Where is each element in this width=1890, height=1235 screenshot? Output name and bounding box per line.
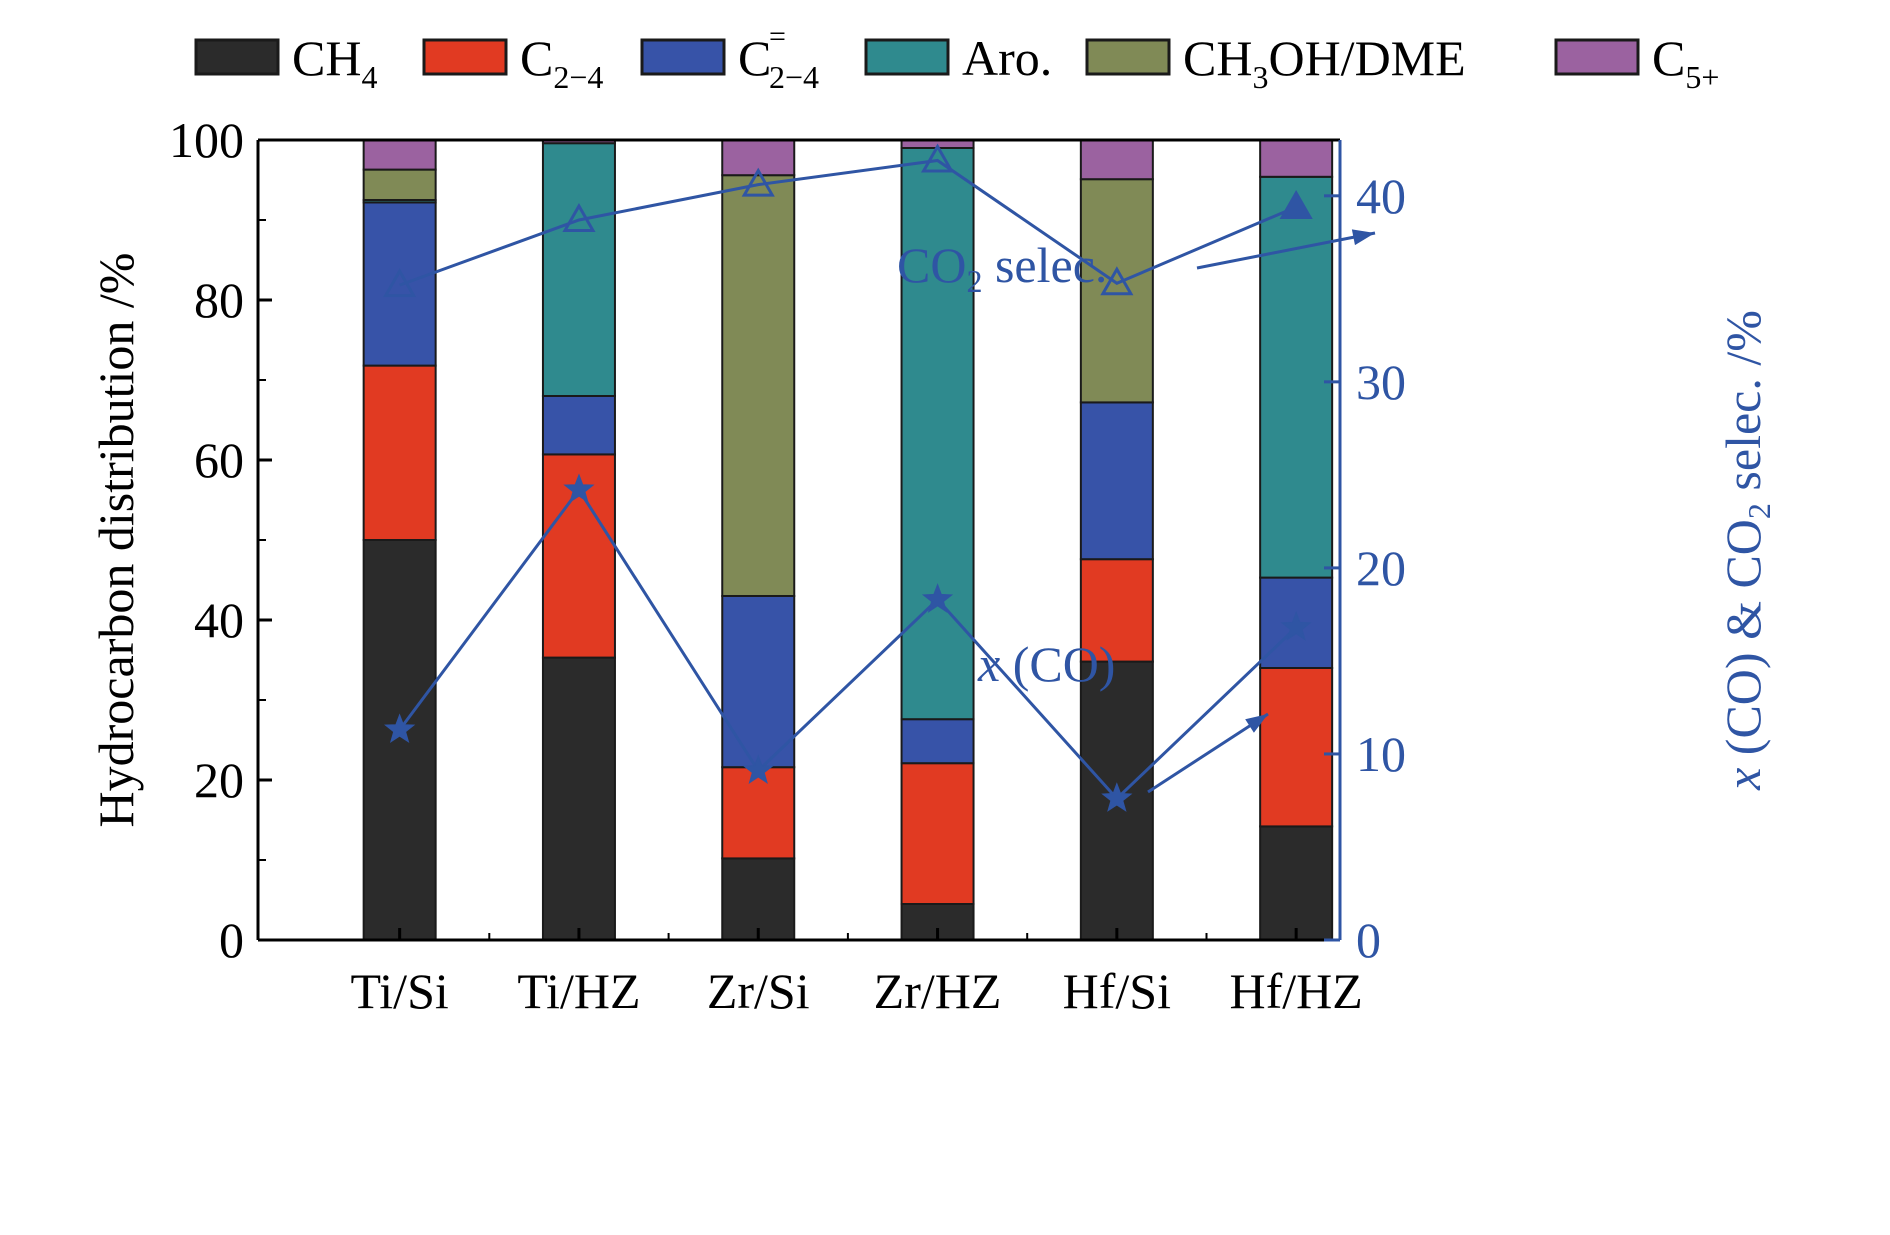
marker-x-co-ti-hz [563, 473, 595, 504]
marker-co2-selec-ti-si [383, 268, 417, 298]
marker-co2-selec-zr-si [741, 167, 775, 197]
x-tick-label: Hf/HZ [1229, 963, 1362, 1019]
x-tick-label: Ti/HZ [517, 963, 640, 1019]
axes: 0 20 40 60 80 100 0 10 20 30 40 Ti/Si Ti/HZ Zr/Si Zr/H… [88, 112, 1777, 1019]
bar-segment-aro--ti-hz [541, 142, 616, 397]
bar-segment-c5--hf-si [1079, 139, 1154, 181]
legend-label-0: CH4 [292, 30, 377, 95]
marker-x-co-hf-hz [1280, 610, 1312, 641]
bar-segment-ch4-ti-hz [541, 656, 616, 941]
x-tick-label: Zr/HZ [874, 963, 1002, 1019]
y-tick-label: 80 [194, 272, 244, 328]
y-axis-label: Hydrocarbon distribution /% [88, 253, 144, 828]
bar-segment-ch3oh-dme-ti-si [362, 168, 437, 202]
bar-segment-ch4-zr-si [721, 857, 796, 942]
annotation-co2-selec: CO2 selec. [897, 237, 1107, 299]
arrow-co2-selec [1196, 231, 1376, 270]
annotations: CO2 selec. x (CO) [897, 229, 1376, 794]
legend-swatch-1 [422, 38, 508, 76]
bar-segment-c-2-4-hf-si [1079, 401, 1154, 561]
legend-swatch-3 [864, 38, 950, 76]
marker-co2-selec-hf-hz [1279, 189, 1313, 219]
x-tick-label: Ti/Si [351, 963, 449, 1019]
arrow-x-co-head [1245, 714, 1268, 733]
bar-segment-c-2-4-ti-hz [541, 395, 616, 456]
legend-label-3: Aro. [962, 30, 1052, 86]
bar-segment-c5--ti-si [362, 139, 437, 171]
x-tick-label: Hf/Si [1063, 963, 1171, 1019]
legend-swatch-4 [1085, 38, 1171, 76]
y2-tick-label: 10 [1356, 726, 1406, 782]
y-tick-label: 60 [194, 432, 244, 488]
legend-label-2: C= 2−4 [738, 20, 819, 95]
bar-segment-ch3oh-dme-zr-si [721, 174, 796, 597]
bar-segment-ch4-hf-hz [1259, 825, 1334, 942]
y-tick-label: 0 [219, 912, 244, 968]
marker-co2-selec-ti-hz [562, 202, 596, 232]
bar-segment-ch4-ti-si [362, 539, 437, 941]
y2-tick-label: 30 [1356, 354, 1406, 410]
legend-label-4: CH3OH/DME [1183, 30, 1466, 95]
legend-label-1: C2−4 [520, 30, 603, 95]
bar-segment-c2-4-zr-hz [900, 762, 975, 906]
bar-segment-aro--hf-hz [1259, 175, 1334, 579]
legend-label-5: C5+ [1652, 30, 1719, 95]
arrow-x-co [1147, 712, 1269, 794]
marker-x-co-zr-si [742, 754, 774, 784]
y2-axis-label: x (CO) & CO2 selec. /% [1715, 310, 1777, 791]
y-tick-label: 20 [194, 752, 244, 808]
arrow-co2-selec-head [1351, 229, 1375, 246]
bar-segment-c2-4-hf-hz [1259, 667, 1334, 828]
bar-segment-aro--zr-hz [900, 147, 975, 721]
line-series [383, 143, 1313, 812]
marker-x-co-zr-hz [921, 583, 954, 613]
x-tick-label: Zr/Si [707, 963, 810, 1019]
bar-segment-c2-4-ti-si [362, 364, 437, 541]
legend-swatch-0 [194, 38, 280, 76]
line-co2-selec [399, 158, 1297, 287]
bar-segment-ch3oh-dme-hf-si [1079, 178, 1154, 404]
bar-segment-c5--hf-hz [1259, 139, 1334, 178]
y2-tick-label: 20 [1356, 540, 1406, 596]
bar-segment-c-2-4-zr-hz [900, 718, 975, 765]
y2-tick-label: 40 [1356, 168, 1406, 224]
y-tick-label: 100 [169, 112, 244, 168]
stacked-bars [362, 139, 1334, 942]
bar-segment-c2-4-zr-si [721, 766, 796, 860]
legend-swatch-2 [640, 38, 726, 76]
legend-swatch-5 [1554, 38, 1640, 76]
line-x-co [398, 487, 1298, 801]
marker-x-co-ti-si [384, 713, 416, 744]
y2-tick-label: 0 [1356, 912, 1381, 968]
marker-co2-selec-hf-si [1100, 266, 1134, 296]
legend: CH4 C2−4 C= 2−4 Aro. CH3OH/DME C5+ [194, 20, 1719, 95]
marker-co2-selec-zr-hz [920, 143, 955, 173]
annotation-x-co: x (CO) [977, 636, 1115, 692]
y-tick-label: 40 [194, 592, 244, 648]
marker-x-co-hf-si [1101, 782, 1133, 812]
bar-segment-c-2-4-zr-si [721, 595, 796, 769]
